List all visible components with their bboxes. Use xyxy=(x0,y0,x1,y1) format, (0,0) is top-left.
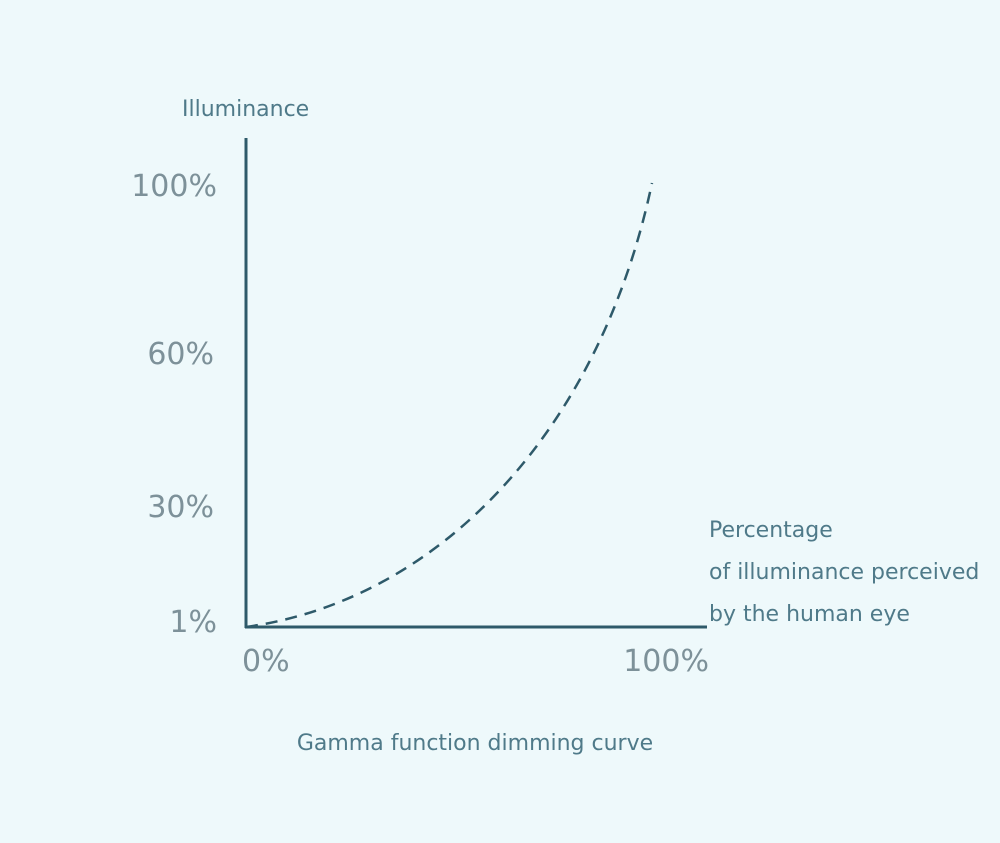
x-tick-label: 0% xyxy=(242,644,290,679)
x-tick-label: 100% xyxy=(623,644,709,679)
y-axis-title: Illuminance xyxy=(182,97,309,122)
x-axis-title: by the human eye xyxy=(709,602,910,627)
caption: Gamma function dimming curve xyxy=(297,731,653,756)
y-tick-label: 100% xyxy=(131,169,217,204)
x-axis-title: of illuminance perceived xyxy=(709,560,979,585)
y-tick-label: 1% xyxy=(169,605,217,640)
y-tick-label: 30% xyxy=(147,490,214,525)
x-axis-title: Percentage xyxy=(709,518,833,543)
gamma-curve xyxy=(245,182,654,629)
y-tick-label: 60% xyxy=(147,337,214,372)
